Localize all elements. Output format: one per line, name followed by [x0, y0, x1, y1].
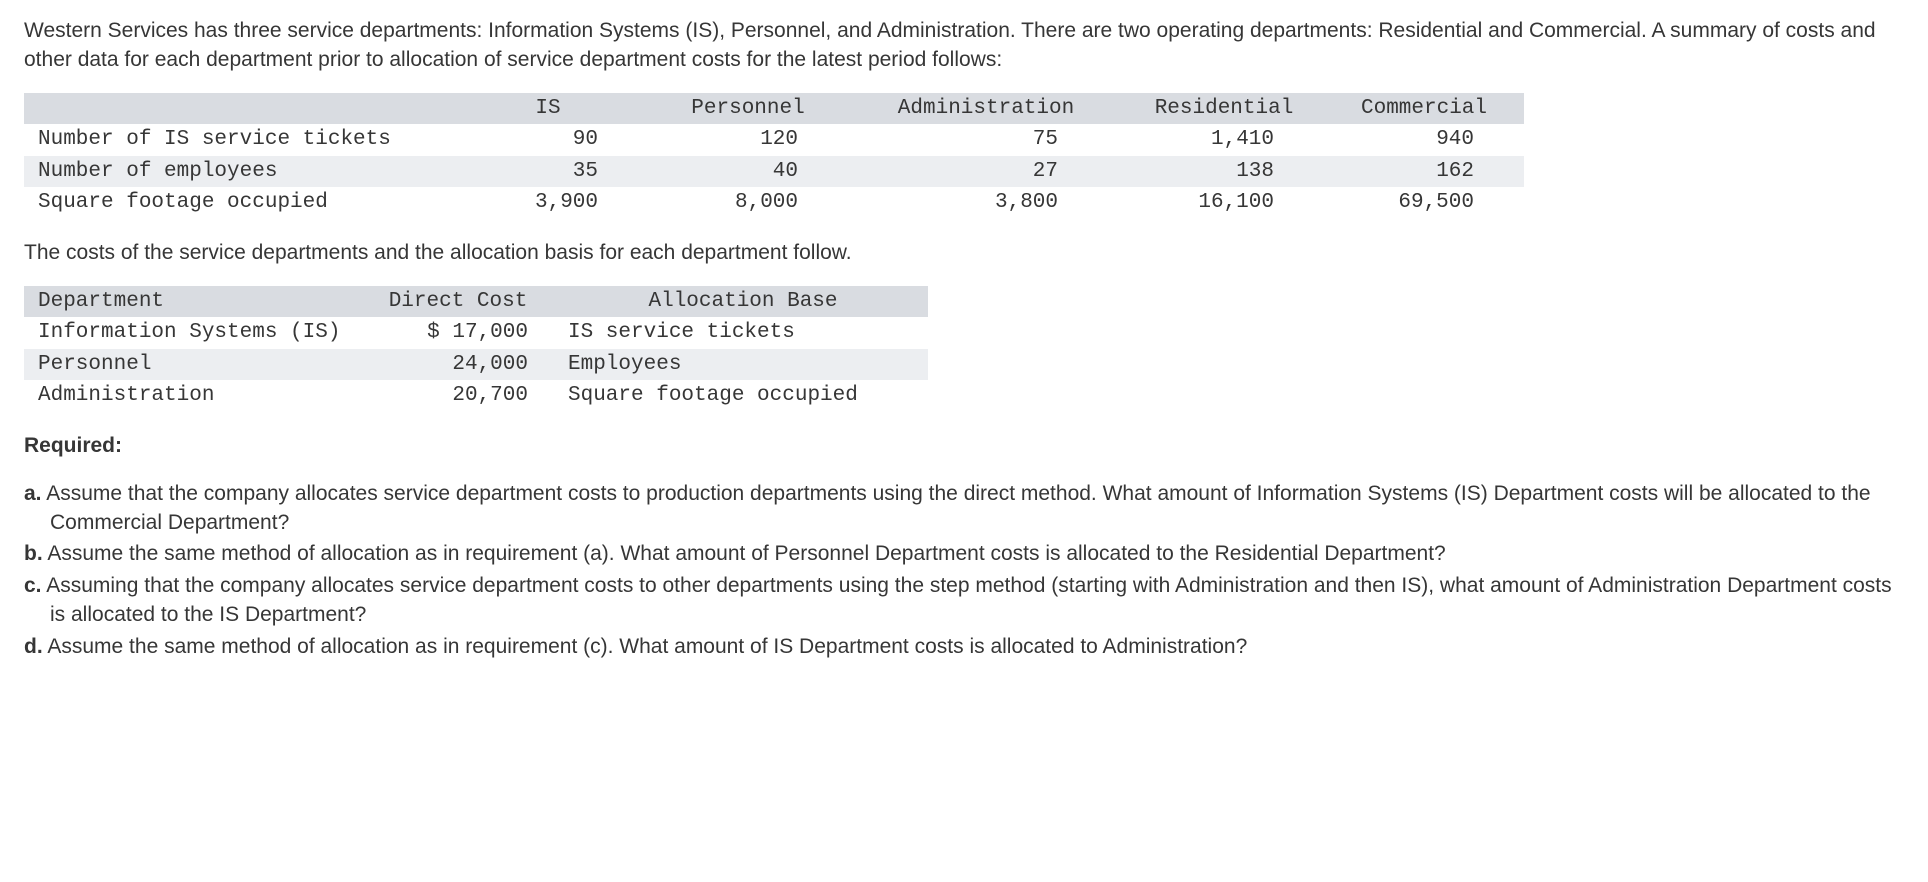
cell: 35 [448, 156, 648, 187]
row1-label: Number of employees [24, 156, 448, 187]
table-header-row: IS Personnel Administration Residential … [24, 93, 1524, 124]
list-item: a. Assume that the company allocates ser… [24, 479, 1904, 538]
cell: 1,410 [1124, 124, 1324, 155]
table-row: Administration 20,700 Square footage occ… [24, 380, 928, 411]
hdr-is: IS [448, 93, 648, 124]
req-key: d. [24, 635, 43, 658]
hdr-department: Department [24, 286, 358, 317]
required-list: a. Assume that the company allocates ser… [24, 479, 1904, 661]
table-row: Information Systems (IS) $ 17,000 IS ser… [24, 317, 928, 348]
list-item: c. Assuming that the company allocates s… [24, 571, 1904, 630]
cell: 138 [1124, 156, 1324, 187]
row0-label: Number of IS service tickets [24, 124, 448, 155]
table-row: Personnel 24,000 Employees [24, 349, 928, 380]
required-heading: Required: [24, 431, 1904, 460]
cell: 27 [848, 156, 1124, 187]
cell: 24,000 [358, 349, 558, 380]
cell: 8,000 [648, 187, 848, 218]
req-text: Assume that the company allocates servic… [46, 482, 1870, 534]
cell: 90 [448, 124, 648, 155]
cell: $ 17,000 [358, 317, 558, 348]
req-key: a. [24, 482, 42, 505]
hdr-blank [24, 93, 448, 124]
hdr-allocation-base: Allocation Base [558, 286, 928, 317]
cell: 20,700 [358, 380, 558, 411]
cell: 162 [1324, 156, 1524, 187]
intro-paragraph: Western Services has three service depar… [24, 16, 1904, 75]
req-key: c. [24, 574, 42, 597]
table-header-row: Department Direct Cost Allocation Base [24, 286, 928, 317]
cell: Administration [24, 380, 358, 411]
list-item: d. Assume the same method of allocation … [24, 632, 1904, 661]
cell: 940 [1324, 124, 1524, 155]
hdr-commercial: Commercial [1324, 93, 1524, 124]
hdr-administration: Administration [848, 93, 1124, 124]
cell: 69,500 [1324, 187, 1524, 218]
req-key: b. [24, 542, 43, 565]
table-row: Number of employees 35 40 27 138 162 [24, 156, 1524, 187]
req-text: Assume the same method of allocation as … [47, 635, 1247, 658]
hdr-direct-cost: Direct Cost [358, 286, 558, 317]
list-item: b. Assume the same method of allocation … [24, 539, 1904, 568]
cell: Personnel [24, 349, 358, 380]
hdr-residential: Residential [1124, 93, 1324, 124]
summary-table: IS Personnel Administration Residential … [24, 93, 1524, 219]
cell: 16,100 [1124, 187, 1324, 218]
row2-label: Square footage occupied [24, 187, 448, 218]
req-text: Assume the same method of allocation as … [47, 542, 1445, 565]
allocation-table: Department Direct Cost Allocation Base I… [24, 286, 928, 412]
cell: Square footage occupied [558, 380, 928, 411]
req-text: Assuming that the company allocates serv… [46, 574, 1891, 626]
cell: 40 [648, 156, 848, 187]
cell: 3,900 [448, 187, 648, 218]
cell: Information Systems (IS) [24, 317, 358, 348]
cell: IS service tickets [558, 317, 928, 348]
cell: 120 [648, 124, 848, 155]
table-row: Square footage occupied 3,900 8,000 3,80… [24, 187, 1524, 218]
cell: 3,800 [848, 187, 1124, 218]
cell: Employees [558, 349, 928, 380]
mid-paragraph: The costs of the service departments and… [24, 238, 1904, 267]
cell: 75 [848, 124, 1124, 155]
hdr-personnel: Personnel [648, 93, 848, 124]
table-row: Number of IS service tickets 90 120 75 1… [24, 124, 1524, 155]
